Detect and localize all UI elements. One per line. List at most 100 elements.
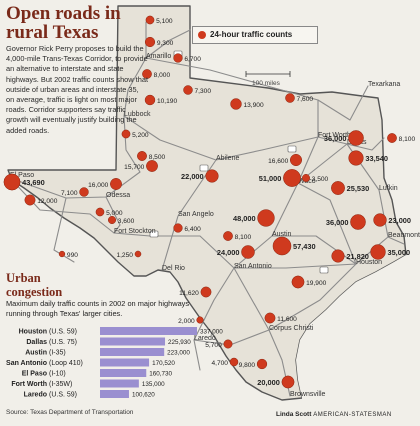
bar-city-label: Dallas [26,339,47,346]
scale-label: 100 miles [252,80,280,87]
urban-bar [100,379,139,388]
traffic-count-dot [281,375,295,389]
urban-bar [100,337,166,346]
city-label: San Antonio [234,263,272,270]
traffic-count-label: 36,000 [326,218,349,227]
city-label: Fort Worth [318,132,351,139]
city-label: San Angelo [178,211,214,218]
traffic-count-label: 11,600 [277,316,297,323]
traffic-count-label: 3,600 [118,218,135,225]
traffic-count-label: 51,000 [259,174,282,183]
traffic-count-dot [373,213,387,227]
urban-bar [100,348,165,356]
city-label: Beaumont [388,232,420,239]
traffic-count-label: 990 [67,252,78,259]
traffic-count-label: 15,700 [124,164,145,171]
traffic-count-label: 6,400 [184,226,201,233]
source-note: Source: Texas Department of Transportati… [6,409,134,416]
traffic-count-label: 12,000 [37,198,58,205]
bar-highway-label: (U.S. 59) [49,329,77,336]
urban-bar [100,358,150,367]
traffic-count-dot [200,286,212,298]
bar-highway-label: (I-35) [49,350,66,357]
city-label: Fort Stockton [114,228,156,235]
traffic-count-label: 8,100 [399,136,416,143]
traffic-count-label: 5,100 [156,18,173,25]
traffic-count-label: 57,430 [293,242,316,251]
traffic-count-dot [110,178,122,190]
traffic-count-dot [285,93,295,103]
traffic-count-label: 8,100 [235,234,252,241]
legend-dot [198,31,206,39]
bar-highway-label: (I-10) [49,371,66,378]
traffic-count-dot [350,214,366,230]
traffic-count-dot [223,231,233,241]
traffic-count-dot [79,187,89,197]
traffic-count-label: 23,000 [388,216,411,225]
bar-city-label: Austin [25,350,47,357]
credit-author: Linda Scott [276,411,312,418]
bar-value-label: 337,000 [200,329,223,336]
city-label: Brownsville [290,391,326,398]
traffic-count-dot [142,69,152,79]
traffic-count-dot [205,169,219,183]
city-label: Austin [272,231,292,238]
headline: Open roads in rural Texas [6,3,121,43]
traffic-count-dot [108,216,116,224]
traffic-count-dot [348,130,364,146]
traffic-count-label: 20,000 [257,378,280,387]
traffic-count-dot [241,245,255,259]
bar-value-label: 135,000 [142,381,165,388]
intro-text: Governor Rick Perry proposes to build th… [6,44,149,135]
traffic-count-label: 22,000 [181,172,204,181]
traffic-count-dot [121,129,131,139]
bar-highway-label: (U.S. 75) [49,339,77,346]
traffic-count-dot [173,53,183,63]
traffic-count-label: 4,700 [211,360,228,367]
traffic-count-dot [331,181,345,195]
traffic-count-label: 2,000 [178,318,195,325]
city-label: Odessa [106,192,130,199]
traffic-count-label: 5,200 [132,132,149,139]
traffic-count-label: 1,250 [116,252,133,259]
city-label: Del Rio [162,265,185,272]
traffic-count-label: 35,000 [387,248,410,257]
city-layer: Amarillo Lubbock Texarkana Fort Worth Dallas… [10,53,420,398]
urban-bar [100,390,129,398]
city-label: Lubbock [124,111,151,118]
traffic-count-dot [134,250,142,258]
bar-city-label: Laredo [24,392,47,399]
city-label: Houston [356,259,382,266]
traffic-count-dot [173,223,183,233]
urban-bar [100,369,147,377]
bar-highway-label: (Loop 410) [49,360,83,367]
bar-city-label: Fort Worth [11,381,47,388]
traffic-count-dot [302,174,310,182]
legend-label: 24-hour traffic counts [210,30,293,39]
city-label: El Paso [10,172,34,179]
city-label: Corpus Christi [269,325,314,332]
credit-line: Linda Scott AMERICAN-STATESMAN [276,411,392,418]
traffic-count-label: 7,300 [194,88,211,95]
bar-city-label: El Paso [22,371,47,378]
bar-city-label: San Antonio [6,360,47,367]
texas-state-outline [7,5,407,401]
traffic-count-label: 5,700 [205,342,222,349]
traffic-legend: 24-hour traffic counts [192,26,318,44]
city-label: Amarillo [146,53,171,60]
traffic-count-layer: 5,100 9,300 6,700 8,000 7,300 10,190 13,900 7,6… [3,15,416,389]
traffic-count-dot [3,173,21,191]
traffic-count-dot [223,339,233,349]
traffic-count-label: 8,500 [149,154,166,161]
traffic-count-label: 43,690 [22,178,45,187]
traffic-count-label: 48,000 [233,214,256,223]
traffic-count-dot [283,169,301,187]
traffic-count-dot [291,275,305,289]
traffic-count-label: 9,300 [157,40,174,47]
gulf-coast-water [296,255,420,426]
traffic-count-dot [348,150,364,166]
traffic-count-dot [58,250,66,258]
traffic-count-dot [272,236,292,256]
